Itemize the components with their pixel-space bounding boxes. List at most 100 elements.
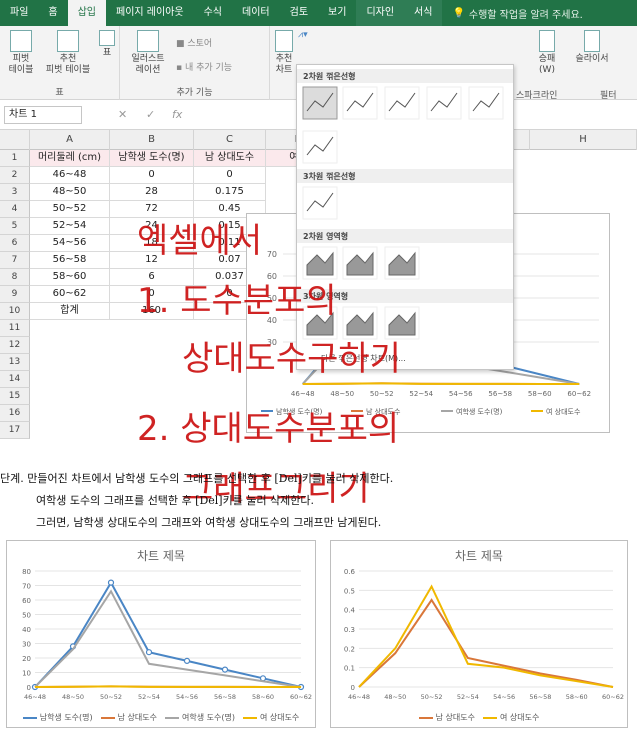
table-cell[interactable]: 합계 bbox=[30, 303, 110, 320]
my-addins-label: 내 추가 기능 bbox=[184, 63, 233, 73]
row-header-11[interactable]: 11 bbox=[0, 320, 30, 337]
tab-9[interactable]: 서식 bbox=[404, 0, 443, 26]
column-header-C[interactable]: C bbox=[194, 130, 266, 150]
tab-2[interactable]: 삽입 bbox=[67, 0, 107, 26]
frequency-chart[interactable]: 차트 제목 0 10 20 30 40 50 60 70 80 46~48 48~50 50~52 52… bbox=[6, 540, 316, 728]
x-tick-label: 48~50 bbox=[330, 390, 354, 398]
chart-type-thumbnail bbox=[302, 186, 338, 220]
table-cell[interactable]: 56~58 bbox=[30, 252, 110, 269]
recommended-chart-button[interactable]: 추천 차트 bbox=[272, 30, 296, 76]
table-cell[interactable]: 0.175 bbox=[194, 184, 266, 201]
table-cell[interactable]: 46~48 bbox=[30, 167, 110, 184]
tab-3[interactable]: 페이지 레이아웃 bbox=[116, 7, 184, 18]
select-all-corner[interactable] bbox=[0, 130, 30, 150]
row-header-6[interactable]: 6 bbox=[0, 235, 30, 252]
pivot-table-button[interactable]: 피벗 테이블 bbox=[4, 30, 38, 76]
table-cell[interactable]: 50~52 bbox=[30, 201, 110, 218]
tab-7[interactable]: 보기 bbox=[328, 7, 347, 18]
row-header-8[interactable]: 8 bbox=[0, 269, 30, 286]
chart-legend: 남학생 도수(명) 남 상대도수 여학생 도수(명) 여 상대도수 bbox=[7, 712, 315, 723]
table-button[interactable]: 표 bbox=[96, 30, 118, 59]
win-loss-button[interactable]: 승패 (W) bbox=[528, 30, 566, 76]
table-cell[interactable]: 60~62 bbox=[30, 286, 110, 303]
table-cell[interactable]: 160 bbox=[110, 303, 194, 320]
tab-6[interactable]: 검토 bbox=[289, 7, 309, 18]
table-cell[interactable]: 54~56 bbox=[30, 235, 110, 252]
slicer-button[interactable]: 슬라이서 bbox=[572, 30, 612, 65]
row-header-13[interactable]: 13 bbox=[0, 354, 30, 371]
row-header-9[interactable]: 9 bbox=[0, 286, 30, 303]
table-cell[interactable]: 48~50 bbox=[30, 184, 110, 201]
fx-icon[interactable]: fx bbox=[172, 108, 183, 121]
confirm-icon[interactable]: ✓ bbox=[146, 108, 156, 121]
row-header-15[interactable]: 15 bbox=[0, 388, 30, 405]
row-header-1[interactable]: 1 bbox=[0, 150, 30, 167]
thumbnail-line bbox=[388, 92, 416, 112]
legend-label: 남학생 도수(명) bbox=[39, 713, 93, 722]
thumbnail-area bbox=[346, 311, 374, 336]
tab-4[interactable]: 수식 bbox=[203, 7, 223, 18]
table-cell[interactable]: 0 bbox=[110, 286, 194, 303]
filter-group-label: 필터 bbox=[600, 91, 617, 101]
table-cell[interactable]: 58~60 bbox=[30, 269, 110, 286]
header-cell[interactable]: 남 상대도수 bbox=[194, 150, 266, 167]
table-cell[interactable]: 52~54 bbox=[30, 218, 110, 235]
tab-0[interactable]: 파일 bbox=[10, 7, 29, 18]
row-header-2[interactable]: 2 bbox=[0, 167, 30, 184]
table-cell[interactable]: 18 bbox=[110, 235, 194, 252]
series-line bbox=[358, 598, 614, 688]
table-cell[interactable]: 28 bbox=[110, 184, 194, 201]
table-cell[interactable]: 0.45 bbox=[194, 201, 266, 218]
table-cell[interactable]: 72 bbox=[110, 201, 194, 218]
row-header-5[interactable]: 5 bbox=[0, 218, 30, 235]
more-line-charts-link[interactable]: 다른 꺾은선형 차트(M)... bbox=[321, 353, 406, 363]
row-header-3[interactable]: 3 bbox=[0, 184, 30, 201]
y-tick-label: 40 bbox=[267, 316, 277, 325]
my-addins-icon: ▪ bbox=[176, 63, 185, 73]
row-header-4[interactable]: 4 bbox=[0, 201, 30, 218]
tab-8[interactable]: 디자인 bbox=[356, 0, 405, 26]
table-cell[interactable]: 6 bbox=[110, 269, 194, 286]
x-tick-label: 56~58 bbox=[529, 693, 551, 701]
table-cell[interactable]: 0 bbox=[110, 167, 194, 184]
recommended-pivot-label: 추천 피벗 테이블 bbox=[45, 54, 91, 75]
line-chart-icon: ⩘▾ bbox=[298, 30, 308, 40]
legend-entry: 남 상대도수 bbox=[418, 712, 475, 723]
row-header-7[interactable]: 7 bbox=[0, 252, 30, 269]
row-header-10[interactable]: 10 bbox=[0, 303, 30, 320]
chart-title: 차트 제목 bbox=[137, 549, 185, 563]
table-cell[interactable]: 0 bbox=[194, 167, 266, 184]
x-tick-label: 60~62 bbox=[290, 693, 312, 701]
column-header-H[interactable]: H bbox=[530, 130, 637, 150]
row-header-14[interactable]: 14 bbox=[0, 371, 30, 388]
relative-frequency-chart[interactable]: 차트 제목 0 0.1 0.2 0.3 0.4 0.5 0.6 46~48 48~50 50~52… bbox=[330, 540, 628, 728]
name-box[interactable]: 차트 1 bbox=[4, 106, 82, 124]
row-header-16[interactable]: 16 bbox=[0, 405, 30, 422]
my-addins-button[interactable]: ▪ 내 추가 기능 bbox=[176, 60, 232, 73]
illustrations-button[interactable]: 일러스트 레이션 bbox=[126, 30, 170, 76]
chart-type-thumbnail bbox=[342, 86, 378, 120]
recommended-pivot-button[interactable]: 추천 피벗 테이블 bbox=[40, 30, 96, 76]
win-loss-icon bbox=[539, 30, 555, 52]
gallery-section-title: 2차원 꺾은선형 bbox=[303, 71, 356, 81]
column-header-B[interactable]: B bbox=[110, 130, 194, 150]
tab-5[interactable]: 데이터 bbox=[242, 7, 270, 18]
legend-label: 남학생 도수(명) bbox=[276, 407, 323, 416]
tab-1[interactable]: 홈 bbox=[48, 7, 58, 18]
column-header-A[interactable]: A bbox=[30, 130, 110, 150]
tell-me-search[interactable]: 💡 수행할 작업을 알려 주세요. bbox=[452, 6, 582, 21]
row-header-17[interactable]: 17 bbox=[0, 422, 30, 439]
table-cell[interactable]: 12 bbox=[110, 252, 194, 269]
y-tick-label: 30 bbox=[267, 338, 277, 347]
header-cell[interactable]: 남학생 도수(명) bbox=[110, 150, 194, 167]
row-header-12[interactable]: 12 bbox=[0, 337, 30, 354]
header-cell[interactable]: 머리둘레 (cm) bbox=[30, 150, 110, 167]
table-cell[interactable]: 24 bbox=[110, 218, 194, 235]
chart-type-thumbnail bbox=[302, 86, 338, 120]
legend-label: 여학생 도수(명) bbox=[456, 407, 503, 416]
cancel-icon[interactable]: ✕ bbox=[118, 108, 128, 121]
legend-swatch bbox=[165, 716, 179, 719]
line-chart-dropdown[interactable]: ⩘▾ bbox=[298, 30, 308, 40]
store-button[interactable]: ■ 스토어 bbox=[176, 36, 212, 49]
x-tick-label: 60~62 bbox=[602, 693, 624, 701]
